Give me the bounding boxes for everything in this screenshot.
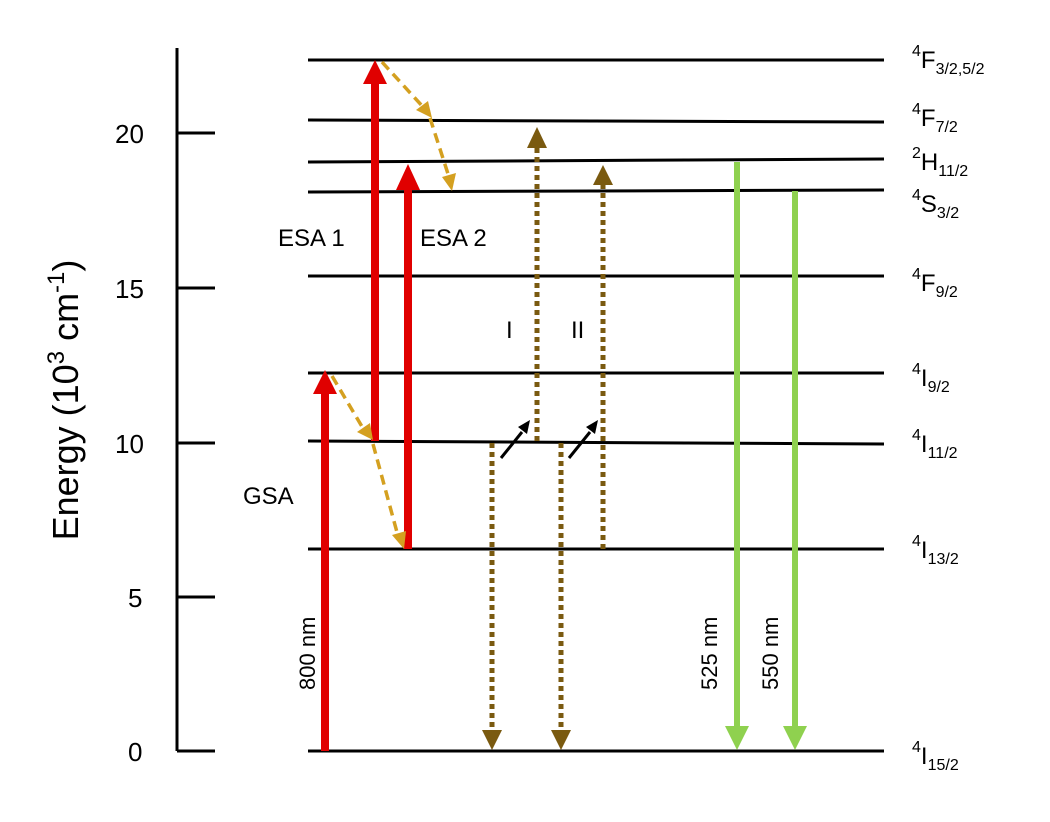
relax-arrow-2 — [371, 443, 400, 537]
level-label-4I15-2: 4I15/2 — [912, 739, 959, 774]
esa1-arrowhead — [363, 60, 387, 84]
relax-arrow-4 — [428, 117, 451, 178]
excitation-arrows — [313, 60, 420, 751]
energy-transfer-arrows — [489, 148, 606, 732]
level-4F7-2 — [307, 118, 885, 124]
axis-title: Energy (103 cm-1) — [43, 260, 86, 541]
gsa-arrowhead — [313, 370, 337, 394]
relax-head-2 — [392, 531, 406, 549]
level-label-2H11-2: 2H11/2 — [912, 145, 968, 180]
label-esa2: ESA 2 — [420, 225, 487, 252]
tick-label-0: 0 — [128, 737, 142, 767]
tick-label-10: 10 — [115, 429, 144, 459]
emission-arrows — [725, 162, 807, 750]
relax-head-4 — [442, 173, 456, 191]
relax-head-1 — [357, 423, 373, 440]
label-esa1: ESA 1 — [278, 225, 345, 252]
y-tick-labels: 0 5 10 15 20 — [115, 119, 144, 767]
level-label-4I11-2: 4I11/2 — [912, 427, 958, 462]
label-process-2: II — [571, 317, 584, 344]
level-label-4I13-2: 4I13/2 — [912, 533, 959, 568]
emission-525-arrowhead — [725, 726, 749, 750]
level-label-4S3-2: 4S3/2 — [912, 187, 959, 222]
transfer-arrow-1 — [499, 431, 524, 459]
level-label-4F9-2: 4F9/2 — [912, 266, 958, 301]
label-525nm: 525 nm — [697, 617, 722, 690]
et-down-head-1 — [482, 730, 502, 750]
label-gsa: GSA — [243, 483, 294, 510]
relax-arrow-1 — [330, 375, 366, 431]
esa2-arrowhead — [396, 164, 420, 190]
transfer-arrow-2 — [567, 431, 592, 459]
et-up-head-2 — [593, 165, 613, 185]
energy-transfer-arrowheads — [482, 127, 613, 750]
level-label-4F3-2-5-2: 4F3/2,5/2 — [912, 43, 985, 78]
level-labels: 4I15/2 4I13/2 4I11/2 4I9/2 4F9/2 4S3/2 2… — [912, 43, 985, 774]
et-up-head-1 — [527, 127, 547, 148]
tick-label-15: 15 — [115, 274, 144, 304]
transfer-arrowhead-1 — [518, 420, 530, 434]
label-800nm: 800 nm — [295, 617, 320, 690]
relax-head-3 — [416, 101, 432, 118]
tick-label-20: 20 — [115, 119, 144, 149]
transfer-indicator-arrows — [499, 420, 598, 459]
et-down-head-2 — [551, 730, 571, 750]
level-2H11-2 — [307, 157, 885, 164]
level-label-4I9-2: 4I9/2 — [912, 361, 950, 396]
label-process-1: I — [506, 317, 513, 344]
transfer-arrowhead-2 — [586, 420, 598, 434]
relaxation-arrowheads — [357, 101, 456, 549]
level-label-4F7-2: 4F7/2 — [912, 101, 958, 136]
y-ticks — [177, 131, 215, 753]
label-550nm: 550 nm — [758, 617, 783, 690]
emission-550-arrowhead — [783, 726, 807, 750]
tick-label-5: 5 — [128, 583, 142, 613]
relax-arrow-3 — [380, 60, 426, 110]
relaxation-arrows — [330, 60, 451, 537]
